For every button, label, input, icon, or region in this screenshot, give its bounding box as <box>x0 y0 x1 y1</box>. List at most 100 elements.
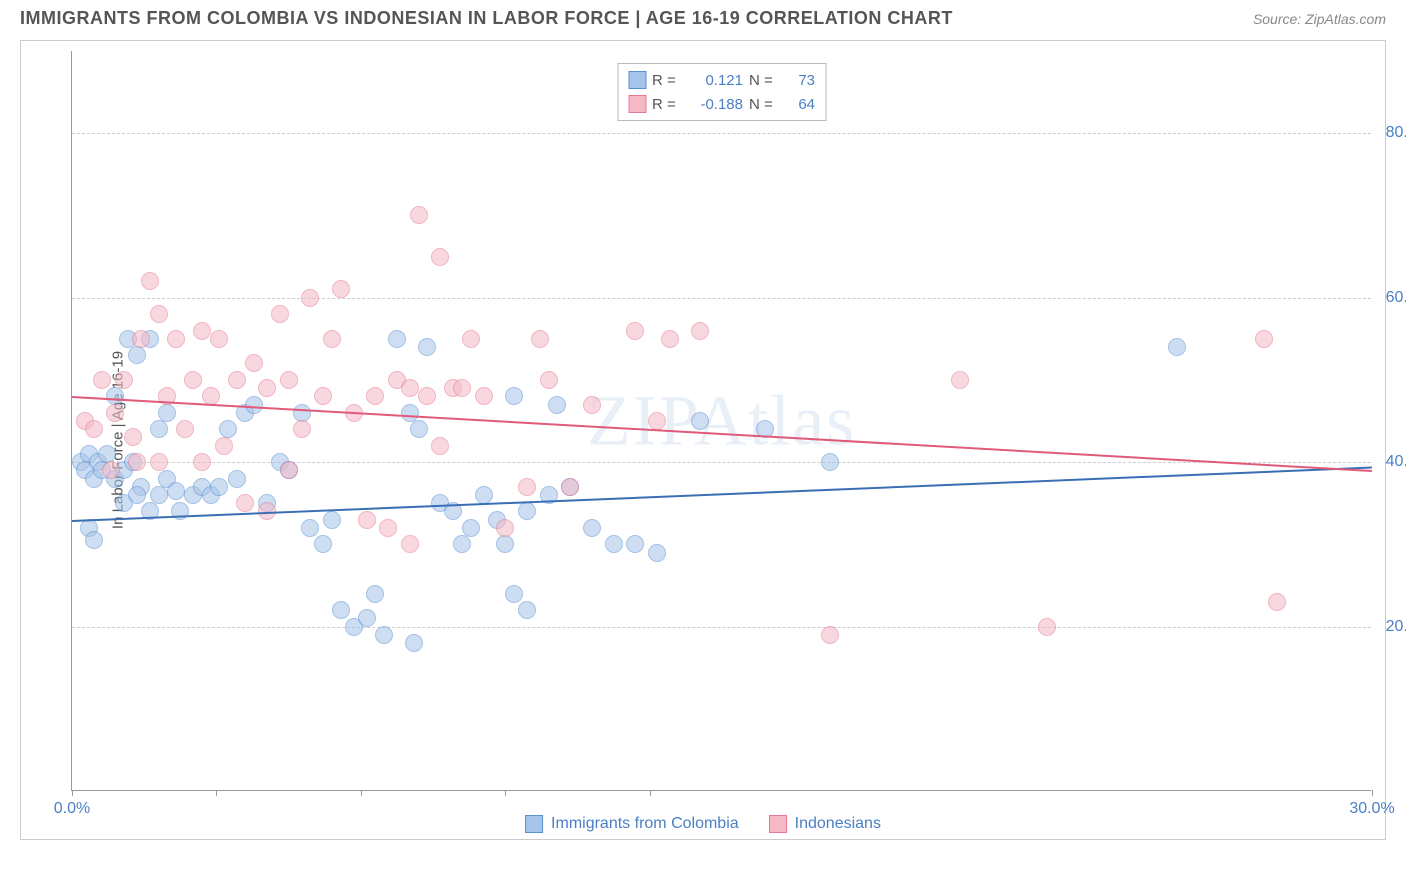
scatter-point-indonesia <box>258 379 276 397</box>
scatter-point-indonesia <box>193 453 211 471</box>
n-value: 73 <box>785 72 815 89</box>
scatter-point-indonesia <box>518 478 536 496</box>
scatter-point-indonesia <box>167 330 185 348</box>
scatter-point-colombia <box>210 478 228 496</box>
page-title: IMMIGRANTS FROM COLOMBIA VS INDONESIAN I… <box>20 8 953 29</box>
scatter-point-colombia <box>98 445 116 463</box>
scatter-point-indonesia <box>150 453 168 471</box>
scatter-point-indonesia <box>626 322 644 340</box>
scatter-point-colombia <box>505 585 523 603</box>
r-value: 0.121 <box>688 72 743 89</box>
scatter-point-indonesia <box>401 379 419 397</box>
scatter-point-colombia <box>401 404 419 422</box>
scatter-point-colombia <box>462 519 480 537</box>
scatter-point-indonesia <box>821 626 839 644</box>
scatter-point-colombia <box>583 519 601 537</box>
scatter-point-indonesia <box>332 280 350 298</box>
scatter-point-colombia <box>648 544 666 562</box>
scatter-point-colombia <box>85 531 103 549</box>
xtick <box>505 790 506 796</box>
scatter-point-colombia <box>366 585 384 603</box>
legend-series-item: Indonesians <box>769 815 881 833</box>
xtick <box>361 790 362 796</box>
legend-stat-row: R =-0.188N =64 <box>628 92 815 116</box>
xtick <box>216 790 217 796</box>
scatter-point-colombia <box>158 404 176 422</box>
scatter-point-colombia <box>605 535 623 553</box>
scatter-point-indonesia <box>475 387 493 405</box>
scatter-point-colombia <box>323 511 341 529</box>
scatter-point-indonesia <box>280 371 298 389</box>
scatter-point-colombia <box>405 634 423 652</box>
scatter-point-colombia <box>228 470 246 488</box>
scatter-point-indonesia <box>193 322 211 340</box>
scatter-point-indonesia <box>271 305 289 323</box>
scatter-point-colombia <box>245 396 263 414</box>
scatter-point-indonesia <box>583 396 601 414</box>
scatter-point-indonesia <box>462 330 480 348</box>
legend-swatch <box>628 95 646 113</box>
legend-series-label: Immigrants from Colombia <box>551 815 739 833</box>
scatter-point-colombia <box>150 420 168 438</box>
watermark: ZIPAtlas <box>587 379 856 462</box>
scatter-point-indonesia <box>323 330 341 348</box>
scatter-point-indonesia <box>128 453 146 471</box>
scatter-point-indonesia <box>496 519 514 537</box>
scatter-point-indonesia <box>301 289 319 307</box>
scatter-point-colombia <box>691 412 709 430</box>
xtick <box>650 790 651 796</box>
scatter-point-colombia <box>388 330 406 348</box>
scatter-point-indonesia <box>124 428 142 446</box>
scatter-point-indonesia <box>410 206 428 224</box>
scatter-point-indonesia <box>150 305 168 323</box>
gridline <box>72 133 1371 134</box>
scatter-point-indonesia <box>540 371 558 389</box>
scatter-point-indonesia <box>1255 330 1273 348</box>
scatter-point-colombia <box>219 420 237 438</box>
scatter-point-indonesia <box>293 420 311 438</box>
legend-swatch <box>525 815 543 833</box>
scatter-point-colombia <box>332 601 350 619</box>
scatter-point-indonesia <box>314 387 332 405</box>
scatter-point-indonesia <box>531 330 549 348</box>
scatter-point-indonesia <box>106 404 124 422</box>
r-label: R = <box>652 96 682 113</box>
r-label: R = <box>652 72 682 89</box>
xtick <box>1372 790 1373 796</box>
scatter-point-indonesia <box>453 379 471 397</box>
scatter-point-indonesia <box>132 330 150 348</box>
scatter-point-colombia <box>475 486 493 504</box>
ytick-label: 20.0% <box>1376 618 1406 636</box>
scatter-point-colombia <box>453 535 471 553</box>
scatter-point-indonesia <box>401 535 419 553</box>
gridline <box>72 627 1371 628</box>
scatter-point-indonesia <box>176 420 194 438</box>
scatter-point-indonesia <box>228 371 246 389</box>
scatter-point-indonesia <box>379 519 397 537</box>
gridline <box>72 462 1371 463</box>
scatter-point-indonesia <box>561 478 579 496</box>
scatter-point-colombia <box>150 486 168 504</box>
r-value: -0.188 <box>688 96 743 113</box>
scatter-point-colombia <box>167 482 185 500</box>
trend-line-indonesia <box>72 396 1372 472</box>
scatter-point-colombia <box>301 519 319 537</box>
plot-area: ZIPAtlas R =0.121N =73R =-0.188N =64 20.… <box>71 51 1371 791</box>
scatter-point-indonesia <box>245 354 263 372</box>
scatter-point-colombia <box>821 453 839 471</box>
scatter-point-indonesia <box>431 248 449 266</box>
scatter-point-colombia <box>1168 338 1186 356</box>
xtick <box>72 790 73 796</box>
legend-series-item: Immigrants from Colombia <box>525 815 739 833</box>
scatter-point-indonesia <box>93 371 111 389</box>
scatter-point-indonesia <box>184 371 202 389</box>
legend-stat-row: R =0.121N =73 <box>628 68 815 92</box>
gridline <box>72 298 1371 299</box>
scatter-point-colombia <box>496 535 514 553</box>
scatter-point-indonesia <box>1268 593 1286 611</box>
chart-container: In Labor Force | Age 16-19 ZIPAtlas R =0… <box>20 40 1386 840</box>
scatter-point-indonesia <box>1038 618 1056 636</box>
legend-series-label: Indonesians <box>795 815 881 833</box>
scatter-point-indonesia <box>115 371 133 389</box>
scatter-point-indonesia <box>418 387 436 405</box>
